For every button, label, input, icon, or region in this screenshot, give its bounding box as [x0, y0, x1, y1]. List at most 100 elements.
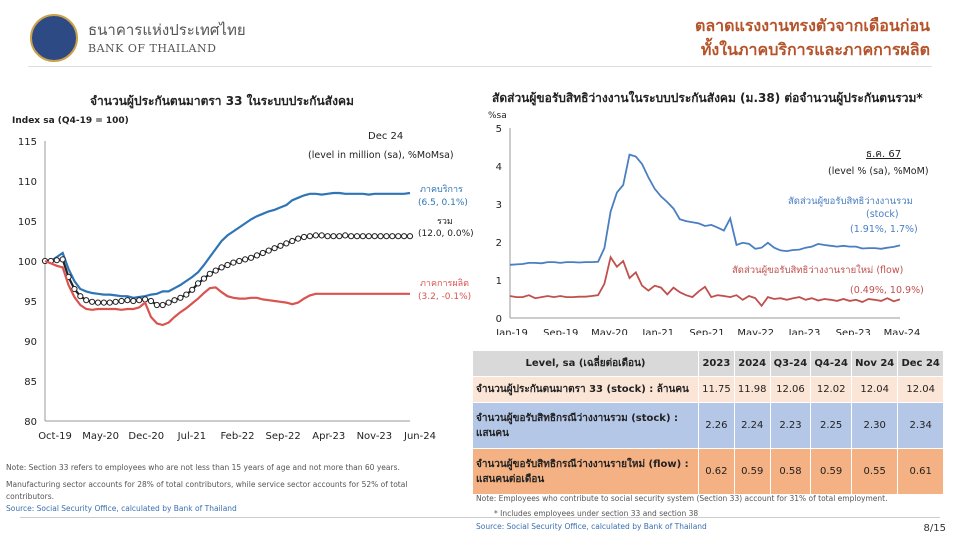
right-note-2: * Includes employees under section 33 an…: [494, 509, 699, 518]
series-point-1: [224, 261, 231, 269]
summary-table: Level, sa (เฉลี่ยต่อเดือน) 2023 2024 Q3-…: [472, 350, 944, 495]
series-point-1: [289, 237, 296, 245]
x-tick-label: Sep-21: [689, 328, 724, 335]
right-annotation-date: ธ.ค. 67: [866, 149, 902, 160]
y-tick-label: 2: [496, 238, 502, 249]
table-row: จำนวนผู้ประกันตนมาตรา 33 (stock) : ล้านค…: [472, 376, 944, 403]
table-cell: 0.58: [769, 448, 812, 495]
series-point-1: [365, 233, 372, 240]
table-cell: 2.25: [810, 402, 852, 449]
series-line-1: [509, 254, 901, 308]
series-point-1: [106, 299, 113, 306]
series-point-1: [359, 233, 367, 240]
y-tick-label: 1: [496, 276, 502, 287]
left-label-manufacturing: ภาคการผลิต: [420, 279, 469, 289]
table-cell: 0.62: [698, 448, 735, 495]
right-label-stock-sub: (stock): [866, 209, 899, 220]
series-point-1: [300, 233, 308, 241]
left-note-2: Manufacturing sector accounts for 28% of…: [6, 480, 408, 489]
y-tick-label: 80: [24, 417, 37, 428]
left-note-1: Note: Section 33 refers to employees who…: [6, 463, 400, 472]
x-tick-label: Nov-23: [357, 431, 393, 442]
left-label-service: ภาคบริการ: [420, 185, 463, 195]
series-point-1: [348, 233, 355, 240]
left-chart-title: จำนวนผู้ประกันตนมาตรา 33 ในระบบประกันสัง…: [90, 94, 354, 108]
series-point-1: [88, 298, 96, 305]
series-point-1: [83, 297, 90, 304]
table-cell: 0.59: [810, 448, 852, 495]
table-header: Nov 24: [850, 350, 899, 377]
series-point-1: [189, 286, 196, 293]
x-tick-label: Sep-22: [266, 431, 301, 442]
series-point-1: [253, 252, 261, 259]
series-point-1: [401, 233, 408, 240]
series-point-1: [395, 233, 402, 240]
table-cell: 2.34: [897, 402, 944, 449]
series-point-1: [59, 256, 66, 263]
series-point-1: [353, 233, 361, 240]
y-tick-label: 4: [496, 162, 502, 173]
y-tick-label: 3: [496, 200, 502, 211]
y-tick-label: 95: [24, 297, 37, 308]
series-point-1: [159, 301, 166, 309]
y-tick-label: 115: [18, 137, 37, 148]
y-tick-label: 5: [496, 124, 502, 135]
y-tick-label: 90: [24, 337, 37, 348]
table-cell: 11.75: [698, 376, 735, 403]
x-tick-label: May-22: [737, 328, 774, 335]
table-cell: 12.04: [897, 376, 944, 403]
left-value-total: (12.0, 0.0%): [418, 229, 474, 239]
x-tick-label: Jan-23: [788, 328, 821, 335]
y-tick-label: 105: [18, 217, 37, 228]
x-tick-label: Sep-19: [543, 328, 578, 335]
series-point-1: [336, 233, 343, 240]
table-cell: 0.61: [897, 448, 944, 495]
series-point-1: [71, 285, 78, 293]
table-cell: 2.30: [850, 402, 899, 449]
table-header: Dec 24: [897, 350, 944, 377]
table-row-label: จำนวนผู้ประกันตนมาตรา 33 (stock) : ล้านค…: [472, 376, 699, 403]
table-row-label: จำนวนผู้ขอรับสิทธิกรณีว่างงานรายใหม่ (fl…: [472, 448, 699, 495]
series-point-1: [230, 259, 237, 266]
series-point-1: [136, 297, 143, 304]
table-header: Q3-24: [769, 350, 812, 377]
table-cell: 12.02: [810, 376, 852, 403]
right-source: Source: Social Security Office, calculat…: [476, 522, 707, 531]
series-point-1: [306, 233, 314, 240]
series-point-1: [259, 249, 266, 257]
x-tick-label: May-20: [591, 328, 628, 335]
left-annotation-date: Dec 24: [368, 131, 404, 142]
table-header: 2023: [698, 350, 735, 377]
series-point-1: [171, 297, 178, 304]
left-annotation-unit: (level in million (sa), %MoMsa): [308, 150, 454, 161]
series-point-1: [112, 298, 119, 305]
right-chart: 0 1 2 3 4 5 Jan-19 Sep-19 May-20 Jan-21 Sep-21 May-…: [495, 124, 921, 335]
slide-title-line2: ทั้งในภาคบริการและภาคการผลิต: [700, 40, 930, 59]
x-tick-label: May-24: [884, 328, 921, 335]
left-source: Source: Social Security Office, calculat…: [6, 504, 237, 513]
table-cell: 11.98: [733, 376, 771, 403]
right-y-axis-label: %sa: [488, 111, 507, 121]
x-tick-label: Oct-19: [38, 431, 72, 442]
y-tick-label: 100: [18, 257, 37, 268]
series-point-1: [118, 297, 125, 305]
series-point-1: [206, 270, 213, 277]
table-row-label: จำนวนผู้ขอรับสิทธิกรณีว่างงานรวม (stock)…: [472, 402, 699, 449]
series-point-1: [183, 291, 190, 298]
series-point-1: [218, 264, 225, 271]
x-tick-label: Sep-23: [836, 328, 871, 335]
series-point-1: [212, 267, 219, 274]
series-point-1: [236, 257, 243, 265]
table-row: จำนวนผู้ขอรับสิทธิกรณีว่างงานรายใหม่ (fl…: [472, 448, 944, 495]
left-note-3: contributors.: [6, 492, 54, 501]
series-point-1: [312, 232, 319, 239]
right-value-stock: (1.91%, 1.7%): [850, 224, 918, 235]
series-point-1: [383, 233, 390, 240]
series-line-2: [44, 259, 410, 327]
series-line-0: [45, 191, 411, 299]
series-point-1: [406, 233, 414, 240]
org-name-english: BANK OF THAILAND: [88, 42, 217, 55]
series-point-1: [377, 233, 384, 240]
table-header: 2024: [733, 350, 771, 377]
series-point-1: [283, 240, 290, 247]
